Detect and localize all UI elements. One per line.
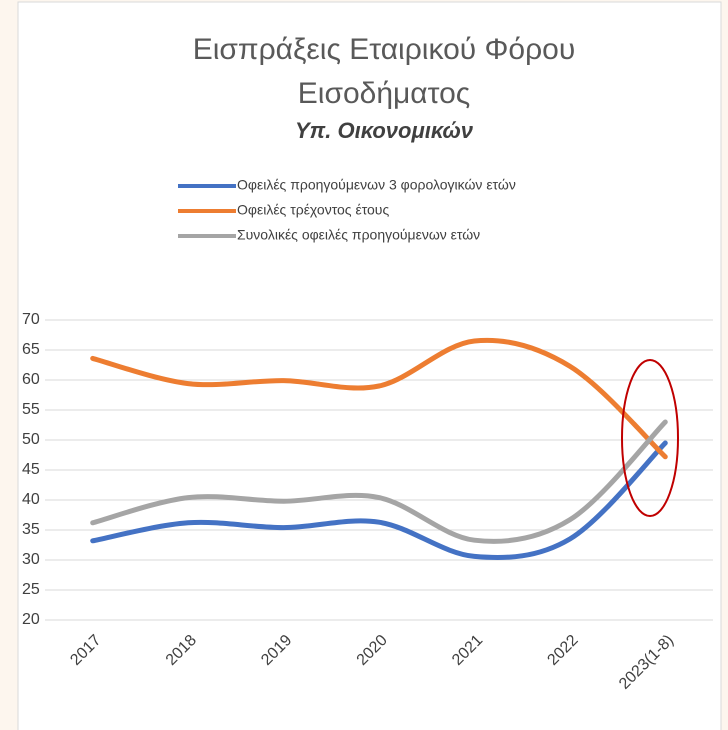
- y-tick-label: 20: [22, 611, 40, 628]
- chart-subtitle: Υπ. Οικονομικών: [294, 118, 474, 143]
- legend-label: Συνολικές οφειλές προηγούμενων ετών: [237, 227, 480, 243]
- chart-area: [17, 1, 722, 730]
- y-tick-label: 70: [22, 311, 40, 328]
- y-tick-label: 50: [22, 431, 40, 448]
- y-tick-label: 25: [22, 581, 40, 598]
- series-line: [90, 337, 668, 460]
- y-tick-label: 40: [22, 491, 40, 508]
- series-line: [90, 419, 668, 544]
- y-tick-label: 30: [22, 551, 40, 568]
- y-tick-label: 60: [22, 371, 40, 388]
- highlight-ellipse: [621, 359, 679, 517]
- y-tick-label: 35: [22, 521, 40, 538]
- legend-label: Οφειλές τρέχοντος έτους: [237, 202, 389, 218]
- y-tick-label: 65: [22, 341, 40, 358]
- legend-label: Οφειλές προηγούμενων 3 φορολογικών ετών: [237, 177, 516, 193]
- y-tick-label: 55: [22, 401, 40, 418]
- y-tick-label: 45: [22, 461, 40, 478]
- series-line: [90, 440, 668, 561]
- chart-title: Εισπράξεις Εταιρικού Φόρου Εισοδήματος: [192, 33, 576, 110]
